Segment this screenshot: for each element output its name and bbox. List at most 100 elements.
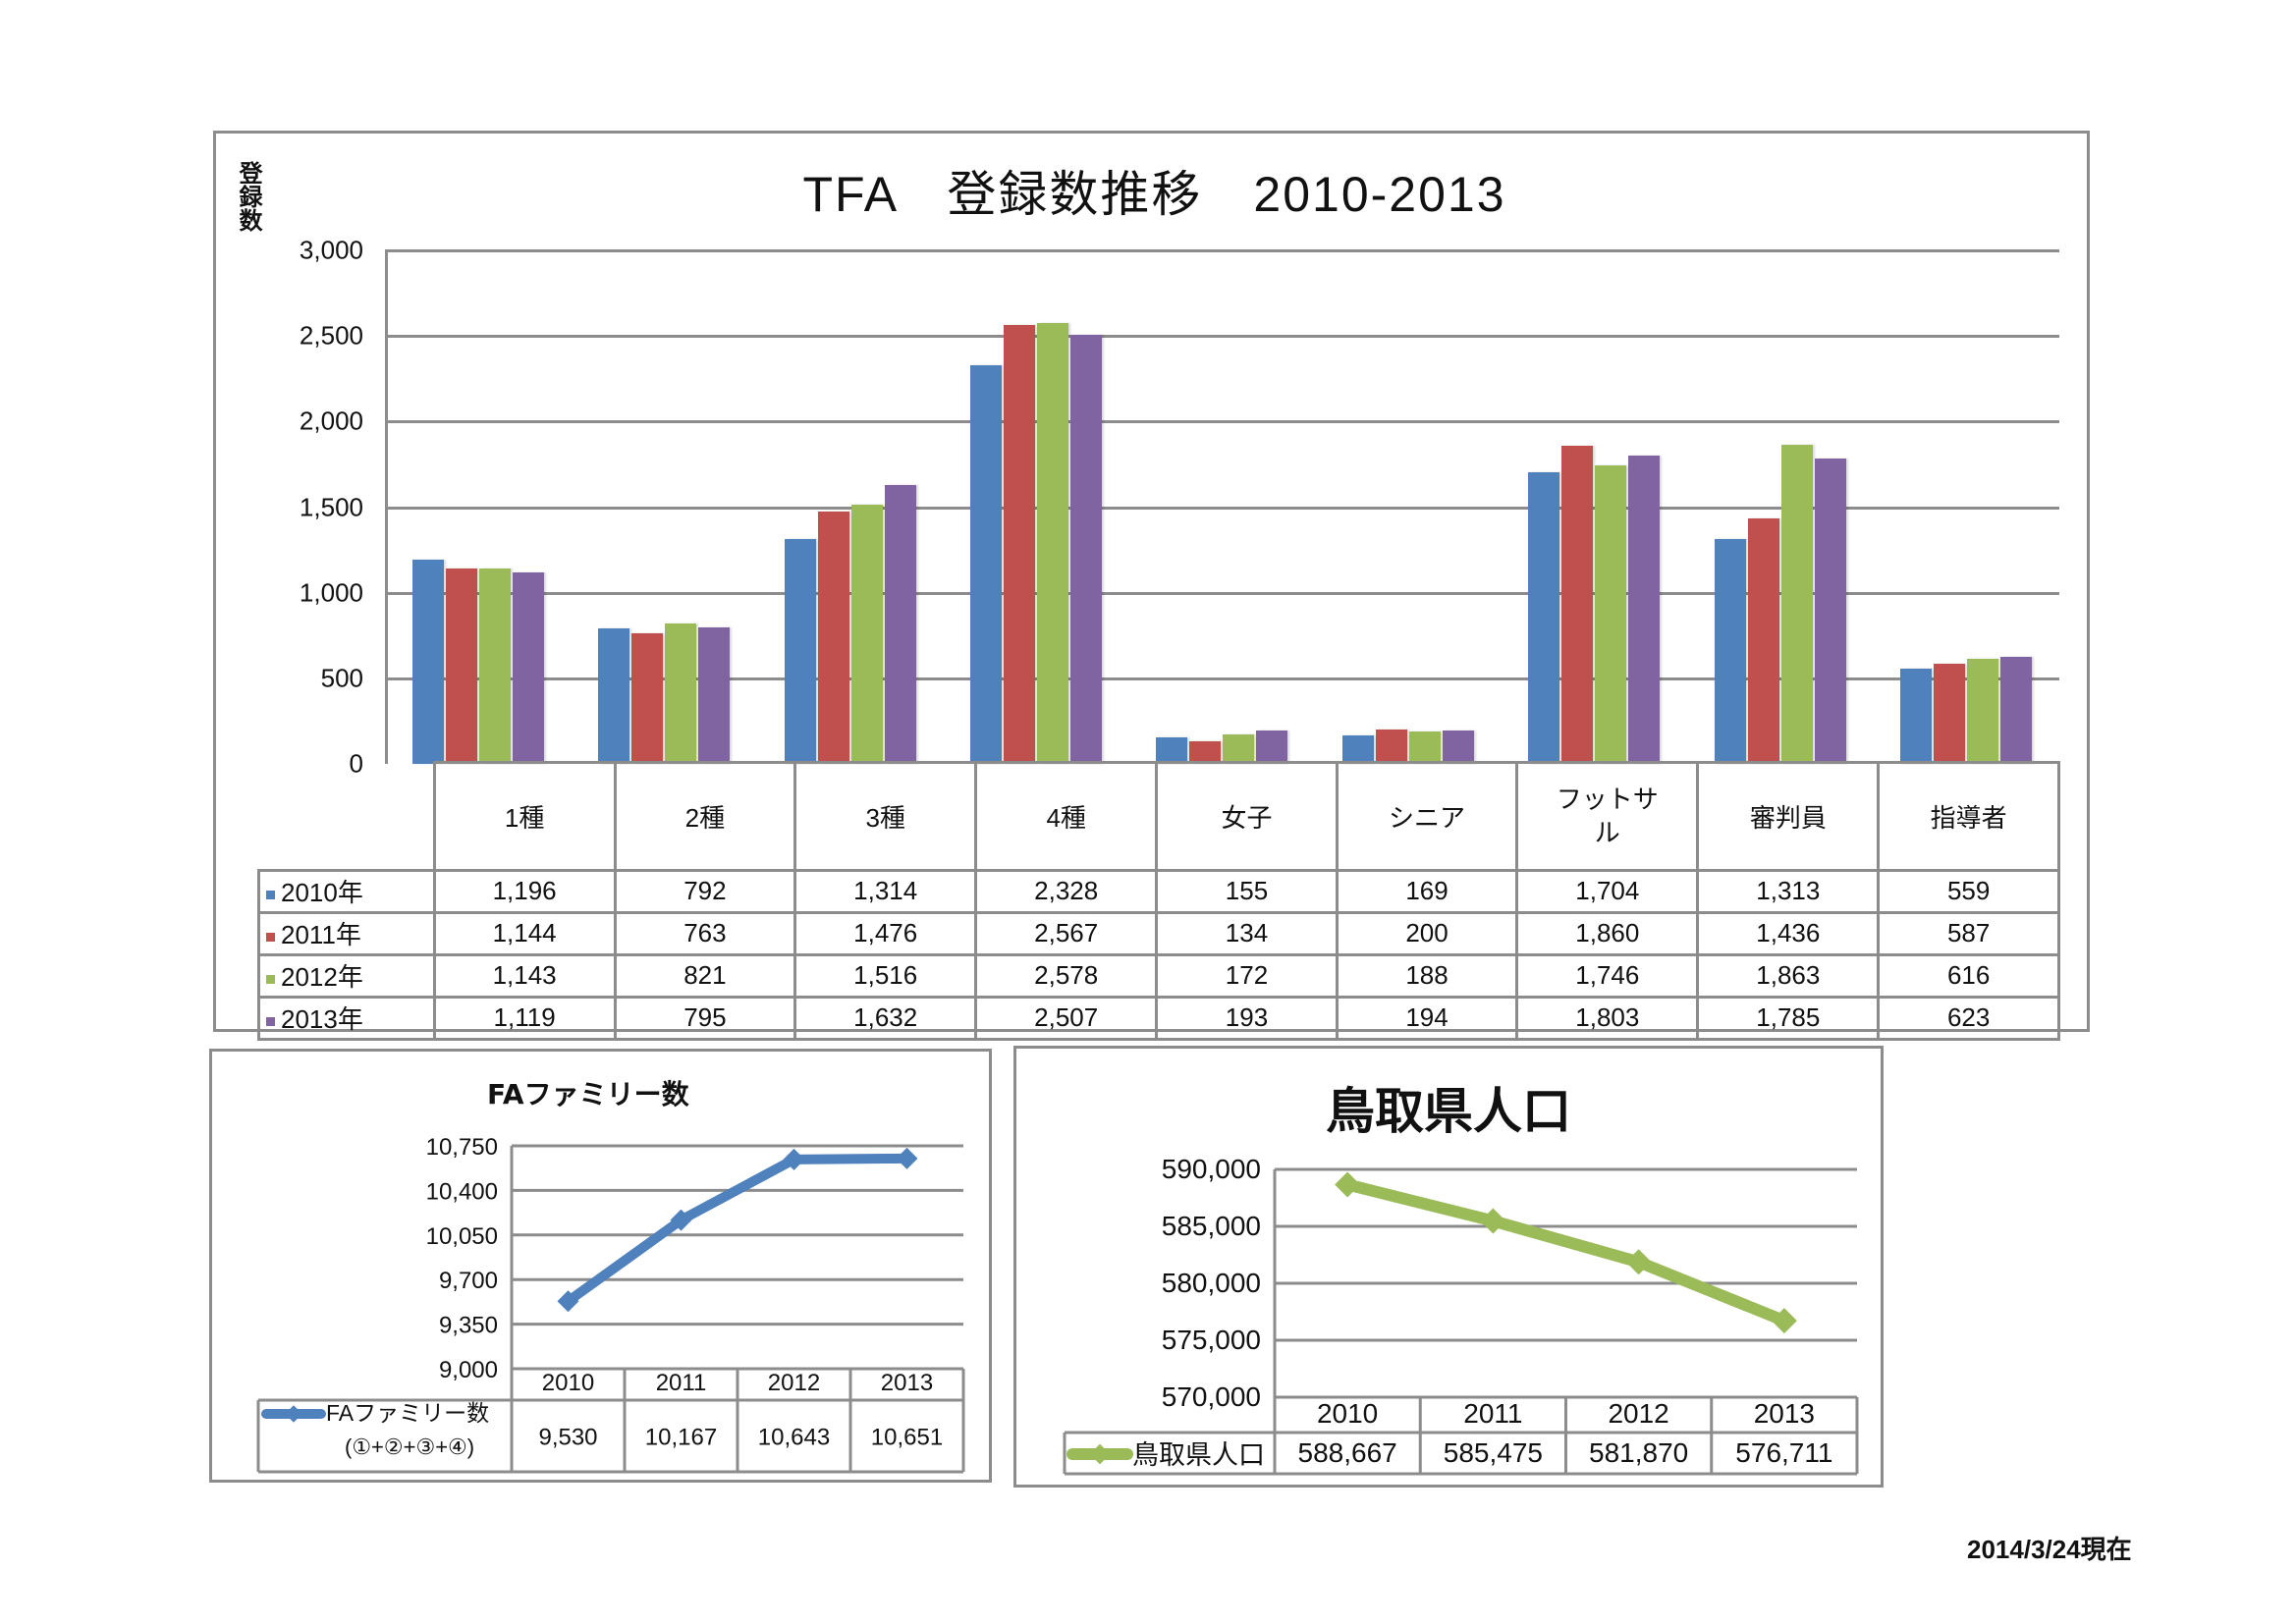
table-cell: 155 [1155,868,1339,914]
bar-group [385,250,571,764]
population-chart-frame: 鳥取県人口 590,000 585,000 580,000 575,000 570,00… [1013,1046,1884,1488]
x-category-label: 2013 [1754,1398,1815,1429]
table-cell: 1,632 [793,995,978,1041]
table-cell: 193 [1155,995,1339,1041]
bar-group [1687,250,1873,764]
y-tick-label: 9,700 [439,1268,498,1294]
bar [1780,445,1813,764]
bar [1528,471,1560,764]
y-tick-label: 570,000 [1162,1381,1261,1412]
y-tick-label: 3,000 [299,235,363,265]
bar [1814,458,1846,764]
x-category-label: 2010 [1317,1398,1378,1429]
bar [698,627,731,764]
legend-diamond-icon [285,1405,302,1423]
bar [1156,736,1188,764]
gridline [385,591,2059,595]
table-cell: 1,860 [1515,910,1700,956]
series-legend-cell: 2012年 [257,952,436,999]
bar [1223,734,1255,764]
series-name: 2010年 [281,878,363,907]
bar [665,623,697,764]
y-tick-label: 590,000 [1162,1154,1261,1184]
category-header: 審判員 [1696,761,1881,872]
table-cell: 587 [1877,910,2060,956]
bar [1442,731,1474,764]
bar-group [571,250,756,764]
table-row: 2010年 1,196 792 1,314 2,328 155 169 1,704 1,313 5… [257,868,2060,914]
data-line [1345,1178,1787,1326]
table-cell: 10,651 [871,1425,943,1451]
table-cell: 2,578 [974,952,1159,999]
series-name: 2013年 [281,1004,363,1034]
y-tick-label: 2,000 [299,406,363,436]
y-tick-label: 500 [320,663,363,693]
table-cell: 1,863 [1696,952,1881,999]
category-header: 2種 [613,761,797,872]
gridline [385,506,2059,510]
category-header: 3種 [793,761,978,872]
bar [970,365,1003,764]
y-tick-label: 575,000 [1162,1325,1261,1355]
table-cell: 1,516 [793,952,978,999]
legend-swatch-icon [266,974,275,984]
bar [817,511,849,764]
main-chart-frame: TFA 登録数推移 2010-2013 登録数 3,000 2,500 2,000 1… [213,131,2090,1041]
data-line [565,1153,907,1306]
diamond-marker-icon [670,1209,692,1231]
table-cell: 169 [1335,868,1519,914]
bar-group [1874,250,2059,764]
y-axis-line [385,250,388,764]
bar [1256,731,1288,764]
y-tick-label: 2,500 [299,320,363,351]
diamond-marker-icon [1625,1249,1652,1275]
table-cell: 10,167 [645,1425,717,1451]
table-cell: 792 [613,868,797,914]
gridline [385,677,2059,680]
y-tick-label: 10,050 [426,1223,498,1250]
table-cell: 10,643 [758,1425,830,1451]
bar [478,568,511,764]
gridline [385,335,2059,339]
table-cell: 1,144 [432,910,617,956]
y-tick-label: 1,500 [299,492,363,521]
y-tick-label: 9,000 [439,1357,498,1383]
table-cell: 1,314 [793,868,978,914]
bar-group [757,250,943,764]
x-category-label: 2010 [542,1370,594,1396]
series-name: 2012年 [281,962,363,992]
bar [1967,658,1999,764]
y-tick-label: 580,000 [1162,1268,1261,1298]
x-category-label: 2012 [768,1370,820,1396]
bar [1747,517,1779,764]
table-row: 2012年 1,143 821 1,516 2,578 172 188 1,746 1,863 6… [257,952,2060,999]
diamond-marker-icon [1771,1308,1797,1334]
gridline [385,249,2059,252]
series-legend-cell: 2011年 [257,910,436,956]
bar [1934,663,1966,764]
y-tick-label: 1,000 [299,577,363,608]
legend-label: 鳥取県人口 [1132,1440,1265,1470]
table-cell: 616 [1877,952,2060,999]
y-axis-label: 登録数 [235,161,262,232]
y-tick-label: 10,400 [426,1178,498,1205]
table-cell: 2,328 [974,868,1159,914]
table-cell: 821 [613,952,797,999]
category-header: 1種 [432,761,617,872]
table-row: 2011年 1,144 763 1,476 2,567 134 200 1,860 1,436 5… [257,910,2060,956]
bar [1375,730,1407,764]
data-table: 1種 2種 3種 4種 女子 シニア フットサル審判員 指導者 2010年 1,196 792 1,3… [257,761,2060,1041]
bar [884,484,916,764]
family-chart-title: FAファミリー数 [487,1078,689,1110]
bar-group [1129,250,1315,764]
diamond-marker-icon [1480,1208,1506,1234]
category-header: シニア [1335,761,1519,872]
table-cell: 9,530 [538,1425,597,1451]
bar [445,568,477,764]
diamond-marker-icon [557,1290,579,1313]
table-cell: 2,567 [974,910,1159,956]
gridline [385,420,2059,424]
table-cell: 1,436 [1696,910,1881,956]
bar [1628,455,1661,764]
y-tick-label: 9,350 [439,1313,498,1339]
